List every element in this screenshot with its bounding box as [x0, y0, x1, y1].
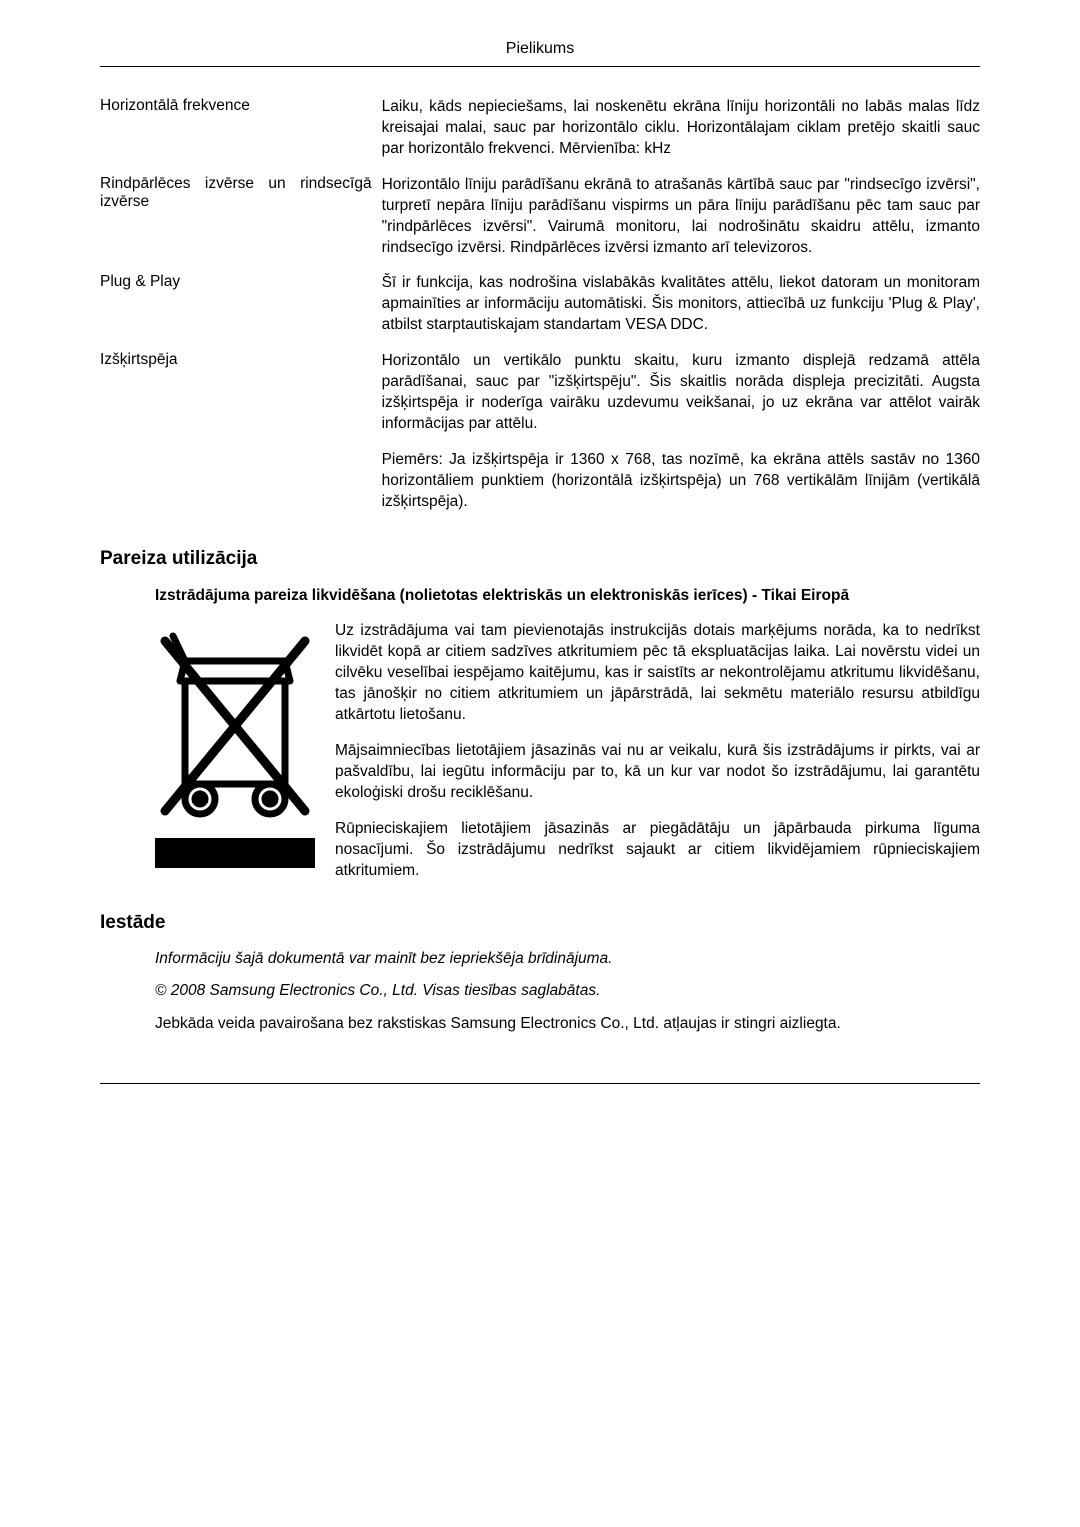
term-label: Rindpārlēces izvērse un rindsecīgā izvēr… — [100, 175, 382, 274]
term-definition: Horizontālo un vertikālo punktu skaitu, … — [382, 351, 980, 450]
iestade-heading: Iestāde — [100, 912, 980, 934]
legal-text: Jebkāda veida pavairošana bez rakstiskas… — [155, 1014, 980, 1035]
header-title: Pielikums — [506, 40, 574, 57]
weee-bin-icon — [155, 621, 315, 821]
term-label: Horizontālā frekvence — [100, 97, 382, 175]
term-row: Horizontālā frekvence Laiku, kāds nepiec… — [100, 97, 980, 175]
disposal-paragraph: Uz izstrādājuma vai tam pievienotajās in… — [335, 621, 980, 726]
disposal-content: Uz izstrādājuma vai tam pievienotajās in… — [155, 621, 980, 896]
disposal-icon-cell — [155, 621, 335, 896]
copyright-text: © 2008 Samsung Electronics Co., Ltd. Vis… — [155, 981, 980, 1002]
disposal-paragraph: Rūpnieciskajiem lietotājiem jāsazinās ar… — [335, 819, 980, 882]
term-row: Piemērs: Ja izšķirtspēja ir 1360 x 768, … — [100, 450, 980, 528]
term-row: Rindpārlēces izvērse un rindsecīgā izvēr… — [100, 175, 980, 274]
disposal-paragraph: Mājsaimniecības lietotājiem jāsazinās va… — [335, 741, 980, 804]
weee-black-bar — [155, 838, 315, 868]
disclaimer-text: Informāciju šajā dokumentā var mainīt be… — [155, 949, 980, 970]
term-definition: Laiku, kāds nepieciešams, lai noskenētu … — [382, 97, 980, 175]
utilization-heading: Pareiza utilizācija — [100, 548, 980, 570]
term-definition: Šī ir funkcija, kas nodrošina vislabākās… — [382, 273, 980, 351]
term-row: Plug & Play Šī ir funkcija, kas nodrošin… — [100, 273, 980, 351]
term-definition: Piemērs: Ja izšķirtspēja ir 1360 x 768, … — [382, 450, 980, 528]
term-label: Plug & Play — [100, 273, 382, 351]
term-label — [100, 450, 382, 528]
page-header: Pielikums — [100, 40, 980, 67]
term-definition: Horizontālo līniju parādīšanu ekrānā to … — [382, 175, 980, 274]
term-label: Izšķirtspēja — [100, 351, 382, 450]
iestade-content: Informāciju šajā dokumentā var mainīt be… — [155, 949, 980, 1036]
terminology-table: Horizontālā frekvence Laiku, kāds nepiec… — [100, 97, 980, 528]
term-row: Izšķirtspēja Horizontālo un vertikālo pu… — [100, 351, 980, 450]
disposal-subtitle: Izstrādājuma pareiza likvidēšana (noliet… — [155, 585, 980, 607]
disposal-wrapper: Uz izstrādājuma vai tam pievienotajās in… — [155, 621, 980, 896]
footer-divider — [100, 1075, 980, 1084]
disposal-text: Uz izstrādājuma vai tam pievienotajās in… — [335, 621, 980, 896]
